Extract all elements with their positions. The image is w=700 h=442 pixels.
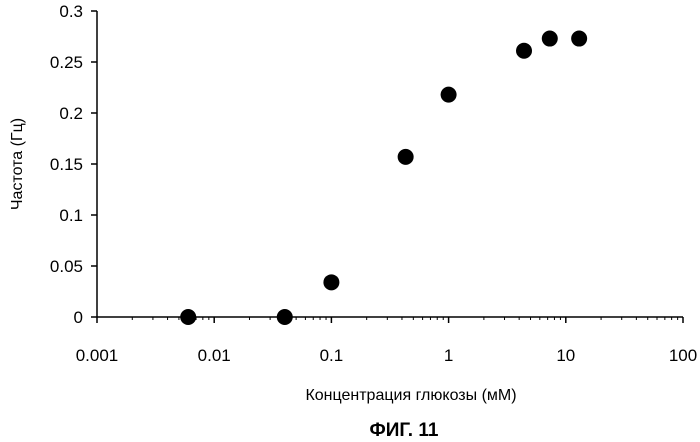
x-tick-label: 10 — [556, 346, 575, 365]
y-tick-label: 0.25 — [50, 53, 83, 72]
data-point — [440, 86, 457, 103]
x-tick-label: 100 — [669, 346, 697, 365]
x-tick-label: 0.1 — [320, 346, 344, 365]
data-point — [180, 309, 197, 325]
x-axis-ticks: 0.001 0.01 0.1 1 10 100 — [76, 317, 697, 365]
x-tick-label: 0.001 — [76, 346, 119, 365]
data-point — [276, 309, 293, 325]
x-tick-label: 1 — [444, 346, 453, 365]
y-tick-label: 0.05 — [50, 257, 83, 276]
data-points — [180, 30, 588, 325]
y-tick-label: 0 — [74, 308, 83, 327]
axes — [96, 11, 683, 318]
y-tick-label: 0.1 — [59, 206, 83, 225]
y-tick-label: 0.3 — [59, 2, 83, 21]
x-axis-title: Концентрация глюкозы (мМ) — [305, 387, 516, 404]
y-tick-label: 0.2 — [59, 104, 83, 123]
y-tick-label: 0.15 — [50, 155, 83, 174]
x-tick-label: 0.01 — [198, 346, 231, 365]
data-point — [397, 148, 414, 165]
data-point — [516, 42, 533, 59]
figure-caption: ФИГ. 11 — [370, 420, 439, 441]
data-point — [323, 274, 340, 291]
data-point — [571, 30, 588, 47]
data-point — [541, 30, 558, 47]
y-axis-ticks: 0 0.05 0.1 0.15 0.2 0.25 0.3 — [50, 2, 97, 327]
y-axis-title: Частота (Гц) — [9, 118, 26, 210]
